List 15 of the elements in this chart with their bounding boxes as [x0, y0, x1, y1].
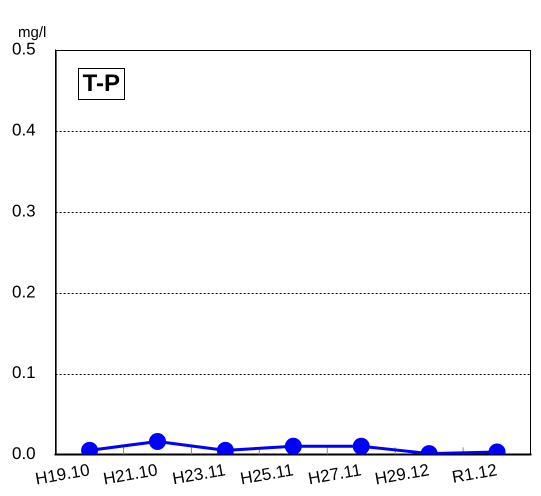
x-tick-label: H29.12 [373, 460, 431, 489]
x-tick-label: R1.12 [450, 460, 499, 487]
x-tick-label: H19.10 [34, 460, 92, 489]
x-tick-label: H21.10 [102, 460, 160, 489]
y-tick-label: 0.5 [12, 40, 36, 59]
y-tick-label: 0.1 [12, 363, 36, 382]
y-tick-label: 0.3 [12, 201, 36, 220]
x-tick-label: H23.11 [170, 460, 227, 488]
x-tick-label: H27.11 [306, 460, 363, 488]
y-tick-label: 0.2 [12, 282, 36, 302]
y-tick-label: 0.0 [12, 444, 36, 464]
x-tick-label: H25.11 [238, 460, 295, 488]
text: T-P [78, 68, 125, 100]
y-tick-label: 0.4 [12, 120, 36, 140]
y-axis-title: mg/l [18, 24, 46, 41]
